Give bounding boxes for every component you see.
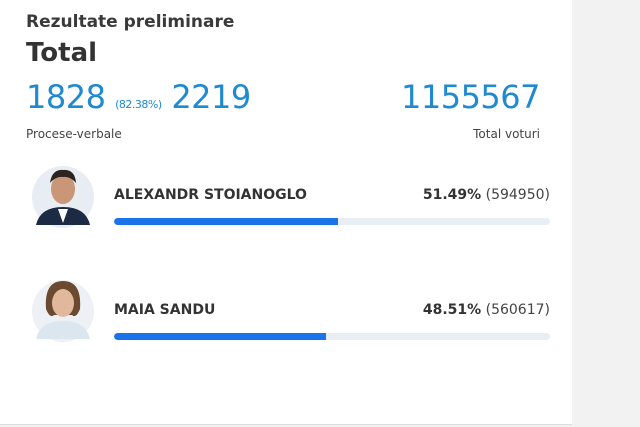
share: 48.51% <box>422 302 482 318</box>
progress-track <box>114 218 550 225</box>
processed: 1828 <box>26 78 106 116</box>
total-reports: 2219 <box>171 78 251 116</box>
candidate-name: ALEXANDR STOIANOGLO <box>114 187 307 203</box>
candidate-name: MAIA SANDU <box>114 302 216 318</box>
votes-label: Total voturi <box>473 127 540 141</box>
candidate-result: 48.51% (560617) <box>423 302 550 318</box>
vote-count: (594950) <box>485 187 550 203</box>
candidate-result: 51.49% (594950) <box>423 187 550 203</box>
vote-count: (560617) <box>485 302 550 318</box>
processed-share: (82.38%) <box>115 98 162 111</box>
progress-track <box>114 333 550 340</box>
avatar <box>32 166 94 228</box>
stats-row: 1828 (82.38%) 2219 <box>26 78 251 116</box>
reports-label: Procese-verbale <box>26 127 122 141</box>
progress-bar <box>114 333 326 340</box>
title: Rezultate preliminare <box>26 12 235 32</box>
avatar <box>32 280 94 342</box>
share: 51.49% <box>422 187 482 203</box>
progress-bar <box>114 218 339 225</box>
results-card: Rezultate preliminare Total 1828 (82.38%… <box>0 0 572 425</box>
subtitle: Total <box>26 38 98 68</box>
votes: 1155567 <box>400 78 541 116</box>
